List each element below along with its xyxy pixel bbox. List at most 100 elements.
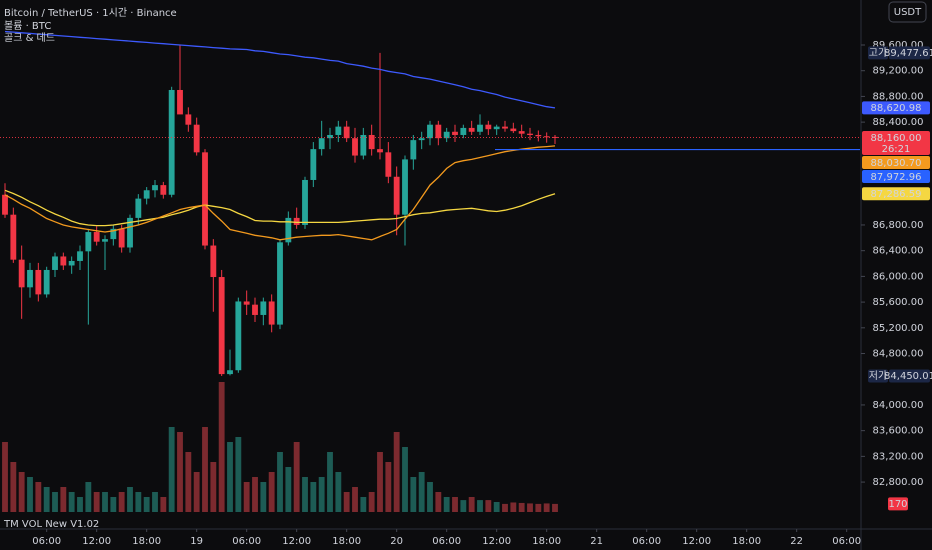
marker-value-label: 89,477.61 (884, 48, 932, 59)
volume-bar (85, 482, 92, 512)
price-badge-label: 26:21 (882, 144, 911, 155)
volume-bar (393, 432, 400, 512)
volume-bar (543, 503, 550, 512)
volume-bar (152, 492, 158, 512)
candle-body (235, 301, 242, 371)
candle-body (152, 185, 158, 191)
volume-bar (268, 472, 275, 512)
candle-body (460, 127, 467, 135)
candle-body (52, 256, 58, 270)
volume-bar (27, 477, 33, 512)
candle-body (343, 126, 350, 139)
candle-body (318, 138, 325, 150)
moving-average (4, 189, 556, 227)
candle-body (2, 194, 8, 215)
candle-body (335, 126, 342, 135)
price-badge-label: 88,030.70 (871, 158, 922, 169)
marker-tag-label: 고가 (869, 47, 887, 59)
x-tick-label: 06:00 (832, 536, 861, 547)
currency-button-label[interactable]: USDT (894, 7, 922, 18)
candle-body (252, 304, 258, 315)
candle-body (102, 239, 108, 242)
candle-body (77, 251, 83, 261)
volume-bar (402, 447, 408, 512)
candle-body (177, 89, 183, 115)
candle-body (193, 124, 200, 153)
candle-body (360, 134, 367, 156)
volume-bar (502, 503, 508, 512)
price-badge (862, 187, 930, 201)
price-badge (862, 101, 930, 115)
marker-tag-label: 저가 (869, 370, 887, 382)
x-tick-label: 06:00 (232, 536, 261, 547)
candle-body (27, 269, 33, 288)
volume-bar (293, 442, 300, 512)
marker-value-label: 84,450.01 (884, 371, 932, 382)
volume-bar (335, 472, 342, 512)
volume-bar (310, 482, 317, 512)
x-tick-label: 06:00 (632, 536, 661, 547)
candle-body (377, 149, 383, 153)
x-tick-label: 12:00 (482, 536, 511, 547)
volume-badge-label: 170 (888, 499, 907, 510)
volume-bar (493, 502, 500, 512)
volume-bar (552, 503, 558, 512)
price-badge (862, 156, 930, 170)
volume-bar (285, 467, 292, 512)
volume-bar (2, 442, 8, 512)
y-tick-label: 84,800.00 (873, 349, 924, 360)
volume-bar (35, 482, 42, 512)
volume-bar (185, 452, 192, 512)
y-tick-label: 88,400.00 (873, 117, 924, 128)
volume-bar (218, 382, 225, 512)
volume-bar (327, 452, 333, 512)
candle-body (510, 128, 517, 132)
y-tick-label: 85,200.00 (873, 323, 924, 334)
candle-body (493, 126, 500, 130)
candle-body (168, 89, 175, 195)
candle-body (143, 190, 150, 199)
volume-bar (143, 497, 150, 512)
volume-bar (177, 432, 183, 512)
x-tick-label: 06:00 (32, 536, 61, 547)
y-tick-label: 84,000.00 (873, 400, 924, 411)
candle-body (202, 152, 208, 246)
candle-body (210, 245, 217, 278)
candle-body (85, 232, 92, 252)
x-tick-label: 18:00 (332, 536, 361, 547)
candle-body (35, 269, 42, 295)
marker-tag (868, 369, 888, 383)
candle-body (68, 260, 75, 266)
candle-body (218, 277, 225, 375)
volume-bar (452, 497, 458, 512)
x-tick-label: 12:00 (82, 536, 111, 547)
volume-bar (410, 477, 417, 512)
volume-bar (343, 492, 350, 512)
volume-bar (460, 500, 467, 512)
x-tick-label: 12:00 (682, 536, 711, 547)
x-tick-label: 18:00 (532, 536, 561, 547)
volume-bar (110, 497, 117, 512)
candle-body (518, 131, 525, 134)
candle-body (60, 256, 67, 266)
candle-body (502, 126, 508, 129)
indicator-label: 골크 & 데드 (4, 32, 55, 44)
currency-button[interactable] (888, 1, 927, 23)
candle-body (468, 127, 475, 132)
volume-bar (68, 492, 75, 512)
candle-body (443, 131, 450, 139)
volume-bar (118, 492, 125, 512)
indicator-label: 볼륨 · BTC (4, 20, 51, 32)
price-badge-label: 87,972.96 (871, 172, 922, 183)
volume-bar (52, 492, 58, 512)
x-tick-label: 22 (790, 536, 803, 547)
volume-bar (168, 427, 175, 512)
y-tick-label: 86,400.00 (873, 246, 924, 257)
candle-body (118, 228, 125, 248)
indicator-label: TM VOL New V1.02 (3, 519, 99, 530)
candle-body (243, 301, 250, 305)
symbol-title: Bitcoin / TetherUS · 1시간 · Binance (4, 7, 177, 19)
volume-bar (352, 487, 358, 512)
volume-bar (527, 503, 533, 512)
